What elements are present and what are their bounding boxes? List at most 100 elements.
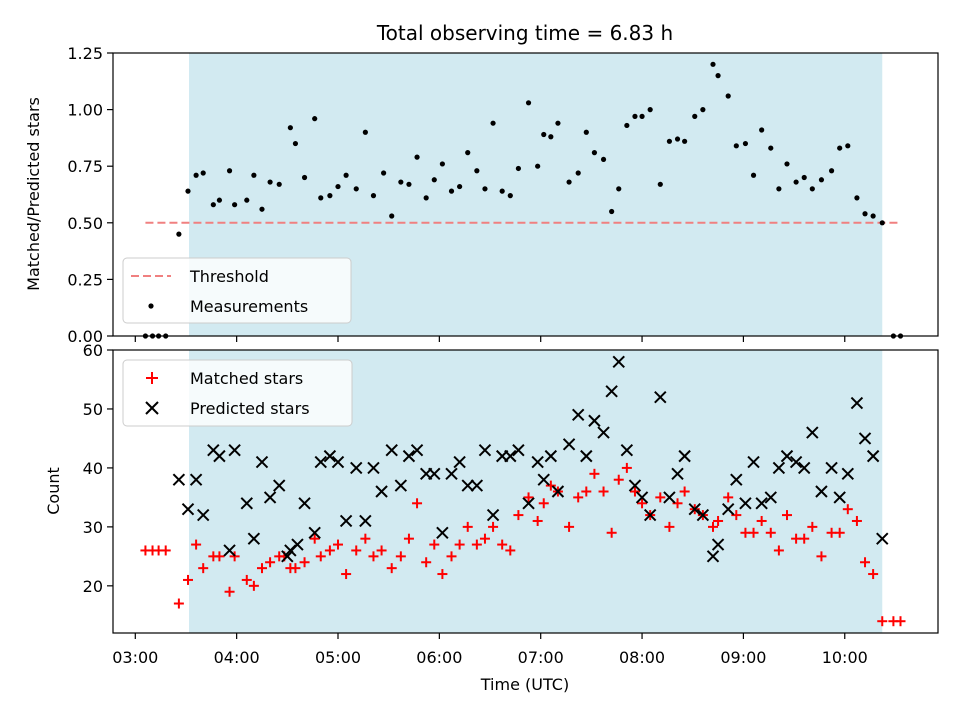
matched-star-point: [860, 557, 871, 568]
matched-star-point: [479, 533, 490, 544]
predicted-star-point: [470, 479, 484, 492]
matched-star-point: [256, 563, 267, 574]
measurement-point: [474, 168, 480, 174]
matched-star-point: [315, 551, 326, 562]
matched-star-point: [664, 521, 675, 532]
matched-star-point: [851, 515, 862, 526]
bottom-y-tick-label: 60: [83, 341, 103, 360]
measurement-point: [327, 193, 333, 199]
bottom-plot-frame: [112, 349, 939, 634]
x-tick-label: 03:00: [112, 648, 158, 667]
measurement-point: [465, 150, 471, 156]
measurement-point: [525, 100, 532, 106]
matched-star-point: [341, 569, 352, 580]
predicted-star-point: [314, 455, 327, 469]
measurement-point: [555, 120, 561, 126]
bottom-y-tick-label: 50: [83, 400, 103, 419]
predicted-star-point: [866, 449, 880, 463]
predicted-star-point: [612, 355, 625, 368]
matched-star-point: [173, 598, 184, 609]
predicted-star-point: [478, 444, 492, 457]
measurement-point: [287, 125, 293, 131]
predicted-star-point: [323, 449, 337, 463]
predicted-star-point: [721, 502, 735, 516]
measurement-point: [591, 150, 598, 156]
matched-star-point: [748, 527, 759, 538]
matched-star-point: [589, 468, 600, 479]
predicted-star-point: [643, 508, 657, 522]
predicted-star-point: [671, 467, 684, 481]
predicted-star-point: [780, 449, 794, 463]
bottom-y-axis-label: Count: [44, 467, 63, 515]
top-y-tick-label: 1.25: [67, 44, 103, 63]
predicted-star-point: [833, 491, 846, 504]
predicted-star-point: [436, 526, 449, 539]
measurement-point: [750, 172, 757, 178]
measurement-point: [370, 193, 377, 199]
predicted-star-point: [385, 444, 398, 457]
predicted-star-point: [453, 455, 466, 469]
measurement-point: [482, 186, 488, 192]
matched-star-point: [765, 527, 776, 538]
measurement-point: [335, 183, 341, 190]
measurement-point: [362, 129, 368, 135]
predicted-star-point: [308, 526, 321, 539]
predicted-star-point: [739, 497, 752, 510]
predicted-star-point: [512, 444, 525, 457]
matched-star-point: [324, 545, 335, 556]
predicted-star-point: [711, 538, 725, 551]
predicted-star-point: [263, 491, 277, 504]
matched-star-point: [421, 557, 432, 568]
measurement-point: [490, 120, 496, 126]
measurement-point: [639, 113, 645, 119]
measurement-point: [541, 131, 547, 138]
predicted-star-point: [228, 444, 241, 457]
matched-star-point: [532, 515, 543, 526]
top-legend-box: [122, 257, 352, 324]
predicted-star-point: [571, 408, 585, 422]
matched-star-point: [497, 539, 508, 550]
measurement-point: [414, 154, 420, 160]
legend-predicted-label: Predicted stars: [190, 399, 310, 418]
measurement-point: [176, 231, 182, 237]
matched-star-point: [299, 557, 310, 568]
measurement-point: [343, 172, 349, 178]
predicted-star-point: [486, 508, 500, 522]
measurement-point: [828, 168, 835, 174]
top-y-tick-label: 0.25: [67, 270, 103, 289]
predicted-star-point: [663, 491, 676, 504]
matched-star-point: [629, 486, 640, 497]
measurement-point: [616, 186, 622, 192]
matched-star-point: [386, 563, 397, 574]
legend-measurements-swatch: [148, 303, 154, 309]
x-tick-label: 07:00: [518, 648, 564, 667]
matched-star-point: [368, 551, 379, 562]
predicted-star-point: [331, 455, 345, 469]
predicted-star-point: [223, 544, 236, 557]
matched-star-point: [513, 510, 524, 521]
matched-star-point: [773, 545, 784, 556]
matched-star-point: [573, 492, 584, 503]
top-y-tick-label: 1.00: [67, 101, 103, 120]
measurement-point: [276, 181, 282, 187]
measurement-point: [381, 170, 387, 176]
measurement-point: [733, 143, 739, 149]
x-tick-label: 10:00: [822, 648, 868, 667]
bottom-legend: Matched stars Predicted stars: [122, 359, 353, 427]
measurement-point: [784, 161, 790, 167]
predicted-star-point: [706, 550, 720, 563]
predicted-star-point: [445, 467, 458, 481]
predicted-star-point: [461, 479, 474, 492]
measurement-point: [431, 177, 437, 183]
measurement-point: [398, 179, 404, 185]
measurement-point: [353, 186, 359, 192]
predicted-star-point: [394, 479, 408, 492]
predicted-star-point: [339, 514, 353, 528]
matched-star-point: [799, 533, 810, 544]
measurement-point: [682, 138, 688, 144]
predicted-star-point: [196, 508, 210, 522]
predicted-star-point: [635, 491, 649, 504]
predicted-star-point: [522, 497, 535, 510]
predicted-star-point: [678, 449, 691, 463]
measurement-point: [439, 161, 445, 167]
